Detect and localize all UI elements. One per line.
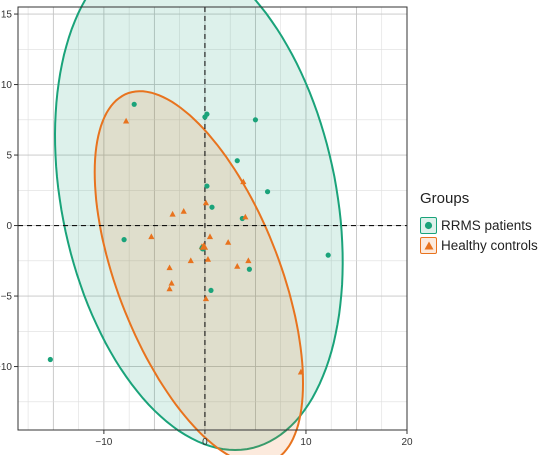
point-rrms (204, 183, 210, 189)
point-healthy (297, 368, 305, 375)
point-healthy (245, 257, 252, 264)
y-tick-label: 10 (1, 80, 13, 91)
point-healthy (234, 263, 241, 269)
point-healthy (206, 233, 214, 240)
legend-item-healthy: Healthy controls (420, 235, 538, 255)
point-healthy (202, 199, 210, 206)
legend-key-triangle-icon (420, 236, 437, 254)
point-healthy (168, 279, 175, 286)
point-healthy (169, 210, 176, 217)
legend-title: Groups (420, 190, 470, 207)
x-tick-label: 0 (202, 437, 208, 448)
point-healthy (166, 264, 173, 271)
y-tick-label: −5 (1, 292, 13, 303)
legend-key-circle-icon (420, 216, 437, 234)
point-healthy (166, 285, 173, 292)
point-rrms (208, 287, 214, 294)
legend-label-rrms: RRMS patients (441, 217, 532, 233)
plot-frame (17, 6, 408, 431)
y-tick-label: 5 (6, 151, 12, 162)
point-rrms (325, 252, 331, 258)
legend: Groups RRMS patients Healthy controls (420, 190, 538, 255)
ellipse-healthy (93, 90, 305, 455)
x-tick-label: 10 (300, 437, 312, 448)
axis-ticks: −10 0 10 20 −10 −5 0 5 10 15 (0, 10, 413, 448)
y-tick-label: 0 (6, 221, 12, 232)
point-rrms (121, 237, 127, 243)
point-rrms (264, 189, 271, 195)
point-rrms (204, 111, 210, 117)
point-healthy (242, 213, 249, 220)
point-rrms (234, 158, 240, 164)
point-healthy (123, 117, 130, 124)
point-healthy (180, 208, 187, 214)
point-rrms (131, 101, 137, 107)
point-healthy (202, 295, 210, 302)
point-healthy (240, 178, 247, 185)
plot-background (18, 7, 407, 430)
legend-label-healthy: Healthy controls (441, 237, 538, 253)
centroid-healthy (199, 242, 209, 250)
point-rrms (209, 204, 215, 210)
reference-lines (18, 7, 407, 430)
point-healthy (148, 233, 155, 240)
legend-item-rrms: RRMS patients (420, 215, 538, 235)
point-rrms (246, 266, 252, 272)
point-rrms (252, 117, 259, 123)
point-rrms (47, 356, 53, 363)
point-healthy (187, 257, 194, 264)
y-tick-label: 15 (1, 10, 13, 21)
point-healthy (204, 255, 212, 262)
data-points (47, 101, 331, 375)
point-healthy (225, 239, 232, 245)
y-tick-label: −10 (0, 362, 12, 373)
x-tick-label: −10 (95, 437, 112, 448)
x-tick-label: 20 (401, 437, 413, 448)
